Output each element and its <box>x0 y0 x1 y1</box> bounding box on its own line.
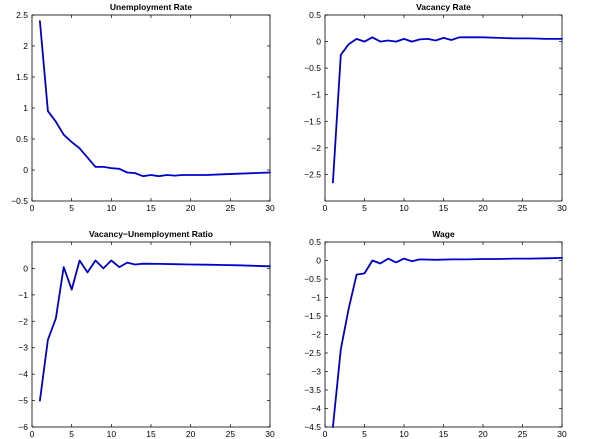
y-tick-label: −4.5 <box>304 422 321 432</box>
plot-area <box>324 241 563 428</box>
y-tick-label: −0.5 <box>304 63 321 73</box>
chart-panel-4: Wage 0 5 10 15 20 25 30 −4.5 −4 −3.5 −3 −2.5 −2 −1.5 −1… <box>304 229 567 439</box>
y-tick-label: −1 <box>311 90 321 100</box>
y-tick-label: −1.5 <box>304 116 321 126</box>
y-tick-label: 1.5 <box>16 72 28 82</box>
chart-title: Unemployment Rate <box>110 2 192 12</box>
x-tick-label: 25 <box>518 429 528 439</box>
y-tick-label: 2 <box>23 41 28 51</box>
x-tick-label: 20 <box>186 203 196 213</box>
x-tick-label: 25 <box>226 429 236 439</box>
y-tick-label: 2.5 <box>16 10 28 20</box>
x-tick-label: 15 <box>439 203 449 213</box>
y-tick-label: −2 <box>311 143 321 153</box>
x-tick-label: 10 <box>399 203 409 213</box>
plot-area <box>324 14 563 202</box>
x-tick-label: 15 <box>146 203 156 213</box>
y-tick-label: −0.5 <box>11 196 28 206</box>
y-tick-label: −2 <box>18 316 28 326</box>
x-tick-label: 30 <box>265 429 275 439</box>
chart-panel-3: Vacancy−Unemployment Ratio 0 5 10 15 20 25 30 −6… <box>18 229 275 439</box>
chart-title: Vacancy−Unemployment Ratio <box>89 229 213 239</box>
y-tick-label: −2 <box>311 330 321 340</box>
series-line-1 <box>39 259 271 402</box>
x-tick-label: 20 <box>186 429 196 439</box>
x-tick-label: 25 <box>518 203 528 213</box>
y-tick-label: −2.5 <box>304 348 321 358</box>
x-tick-label: 5 <box>69 429 74 439</box>
y-tick-label: 0 <box>316 37 321 47</box>
x-tick-label: 10 <box>107 429 117 439</box>
y-tick-label: −3.5 <box>304 385 321 395</box>
x-tick-label: 25 <box>226 203 236 213</box>
x-tick-label: 30 <box>557 203 567 213</box>
y-tick-label: 0 <box>316 256 321 266</box>
series-line-1 <box>331 36 563 184</box>
y-tick-label: 0 <box>23 165 28 175</box>
y-tick-label: −3 <box>18 343 28 353</box>
y-tick-label: 0 <box>23 263 28 273</box>
y-tick-label: 0.5 <box>309 237 321 247</box>
y-tick-label: −1.5 <box>304 311 321 321</box>
x-tick-label: 30 <box>265 203 275 213</box>
series-line-1 <box>331 256 563 428</box>
y-tick-label: −3 <box>311 367 321 377</box>
x-tick-label: 0 <box>323 203 328 213</box>
y-tick-label: −0.5 <box>304 274 321 284</box>
x-tick-label: 20 <box>478 203 488 213</box>
chart-title: Wage <box>432 229 455 239</box>
y-tick-label: −1 <box>311 293 321 303</box>
x-tick-label: 0 <box>30 429 35 439</box>
y-tick-label: −6 <box>18 422 28 432</box>
plot-area <box>31 14 271 202</box>
x-tick-label: 0 <box>323 429 328 439</box>
x-tick-label: 30 <box>557 429 567 439</box>
series-line-1 <box>39 20 271 178</box>
y-tick-label: −2.5 <box>304 169 321 179</box>
x-tick-label: 5 <box>362 203 367 213</box>
y-tick-label: −1 <box>18 290 28 300</box>
y-tick-label: 0.5 <box>309 10 321 20</box>
chart-title: Vacancy Rate <box>416 2 471 12</box>
y-tick-label: 0.5 <box>16 134 28 144</box>
x-tick-label: 5 <box>362 429 367 439</box>
plot-area <box>31 241 271 428</box>
y-tick-label: −4 <box>18 369 28 379</box>
x-tick-label: 15 <box>146 429 156 439</box>
x-tick-label: 10 <box>399 429 409 439</box>
x-tick-label: 10 <box>107 203 117 213</box>
chart-panel-2: Vacancy Rate 0 5 10 15 20 25 30 −2.5 −2 −1.5 −1 −0.5… <box>304 2 567 213</box>
x-tick-label: 5 <box>69 203 74 213</box>
x-tick-label: 15 <box>439 429 449 439</box>
x-tick-label: 20 <box>478 429 488 439</box>
y-tick-label: −5 <box>18 396 28 406</box>
y-tick-label: −4 <box>311 404 321 414</box>
x-tick-label: 0 <box>30 203 35 213</box>
y-tick-label: 1 <box>23 103 28 113</box>
